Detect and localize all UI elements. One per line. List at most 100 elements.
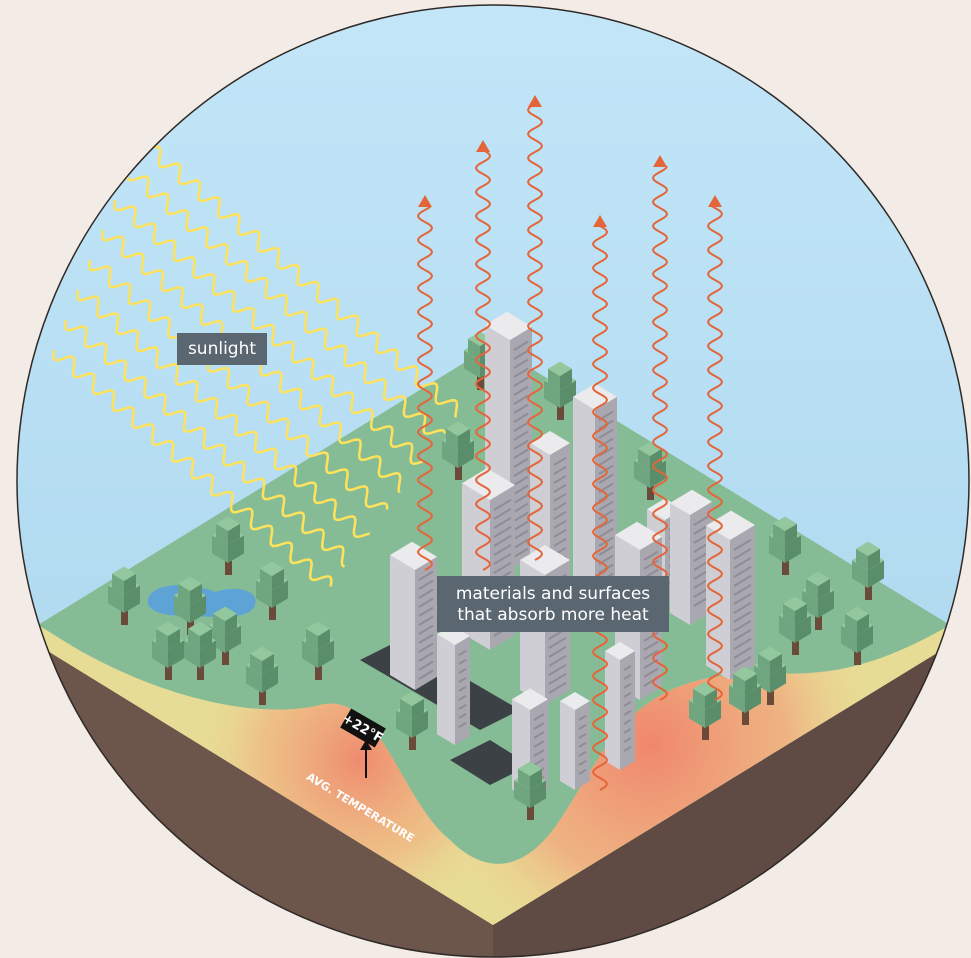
window-row xyxy=(513,439,529,450)
tree-canopy-left xyxy=(693,688,705,710)
tree-canopy-left xyxy=(209,625,225,653)
window-row xyxy=(513,358,529,369)
window-row xyxy=(533,758,545,766)
window-row xyxy=(458,649,467,656)
arrow-head xyxy=(360,740,372,750)
building-top xyxy=(512,688,548,710)
window-row xyxy=(548,672,567,685)
window-row xyxy=(493,507,512,520)
sunlight-wave xyxy=(52,349,333,587)
tree-canopy-right xyxy=(458,428,470,450)
tree-trunk xyxy=(165,666,172,680)
tree-canopy-top xyxy=(112,566,136,581)
tree-canopy-left xyxy=(442,440,458,468)
tree-trunk xyxy=(315,666,322,680)
building-right xyxy=(620,651,635,770)
heat-arrow xyxy=(708,195,722,207)
tree-canopy-right xyxy=(530,768,542,790)
window-row xyxy=(733,574,752,587)
window-row xyxy=(733,637,752,650)
tree-trunk xyxy=(647,486,654,500)
window-row xyxy=(733,619,752,632)
tree-canopy-left xyxy=(634,460,650,488)
window-row xyxy=(513,448,529,459)
window-row xyxy=(548,636,567,649)
window-row xyxy=(733,583,752,596)
tree-canopy-left xyxy=(260,568,272,590)
window-row xyxy=(693,560,709,571)
heat-arrow xyxy=(528,95,542,107)
window-row xyxy=(623,736,632,743)
tree-canopy-right xyxy=(560,380,576,408)
window-row xyxy=(513,511,529,522)
tree-canopy-right xyxy=(857,613,869,635)
window-row xyxy=(458,676,467,683)
tree-canopy-right xyxy=(868,548,880,570)
heat-right xyxy=(38,625,950,925)
window-row xyxy=(513,349,529,360)
tree-trunk xyxy=(865,586,872,600)
window-row xyxy=(623,682,632,689)
window-row xyxy=(513,547,529,558)
building-left xyxy=(437,634,455,745)
window-row xyxy=(693,524,709,535)
window-row xyxy=(643,640,659,651)
tree-canopy-right xyxy=(785,523,797,545)
building-top xyxy=(560,692,590,710)
window-row xyxy=(458,658,467,665)
window-row xyxy=(458,712,467,719)
tree-canopy-top xyxy=(845,606,869,621)
tree-canopy-top xyxy=(188,621,212,636)
tree-canopy-top xyxy=(783,596,807,611)
tree-canopy-right xyxy=(318,640,334,668)
building-top xyxy=(573,383,617,410)
tree-canopy-top xyxy=(758,646,782,661)
tree-canopy-left xyxy=(548,368,560,390)
tree-trunk xyxy=(815,616,822,630)
window-row xyxy=(458,667,467,674)
building-right xyxy=(730,525,755,680)
window-row xyxy=(418,606,434,617)
building-top xyxy=(615,521,662,550)
window-row xyxy=(458,685,467,692)
tree-trunk xyxy=(792,641,799,655)
window-row xyxy=(513,475,529,486)
window-row xyxy=(553,528,567,538)
sunlight-label: sunlight xyxy=(177,333,267,365)
building-left xyxy=(670,503,690,625)
tree-canopy-top xyxy=(400,691,424,706)
tree-canopy-right xyxy=(770,665,786,693)
tree-canopy-right xyxy=(650,460,666,488)
tree-canopy-right xyxy=(168,628,180,650)
window-row xyxy=(418,588,434,599)
window-row xyxy=(513,430,529,441)
label-text: materials and surfaces xyxy=(456,584,650,604)
window-row xyxy=(418,633,434,644)
tree-canopy-top xyxy=(518,761,542,776)
window-row xyxy=(458,703,467,710)
window-row xyxy=(548,663,567,676)
window-row xyxy=(643,631,659,642)
building-top xyxy=(462,468,515,500)
tree-canopy-left xyxy=(302,640,318,668)
tree-canopy-left xyxy=(806,578,818,600)
window-row xyxy=(418,624,434,635)
tree-canopy-top xyxy=(250,646,274,661)
window-row xyxy=(533,731,545,739)
tree-trunk xyxy=(455,466,462,480)
tree-canopy-right xyxy=(190,595,206,623)
building-top xyxy=(485,311,532,340)
window-row xyxy=(598,527,614,538)
disc-outline xyxy=(16,4,970,958)
window-row xyxy=(693,596,709,607)
tree-canopy-left xyxy=(841,625,857,653)
tree-canopy-left xyxy=(845,613,857,635)
tree-canopy-right xyxy=(785,535,801,563)
tree-canopy-right xyxy=(412,710,428,738)
tree-canopy-left xyxy=(689,700,705,728)
window-row xyxy=(513,385,529,396)
window-row xyxy=(513,394,529,405)
tree-trunk xyxy=(222,651,229,665)
tree-canopy-top xyxy=(806,571,830,586)
